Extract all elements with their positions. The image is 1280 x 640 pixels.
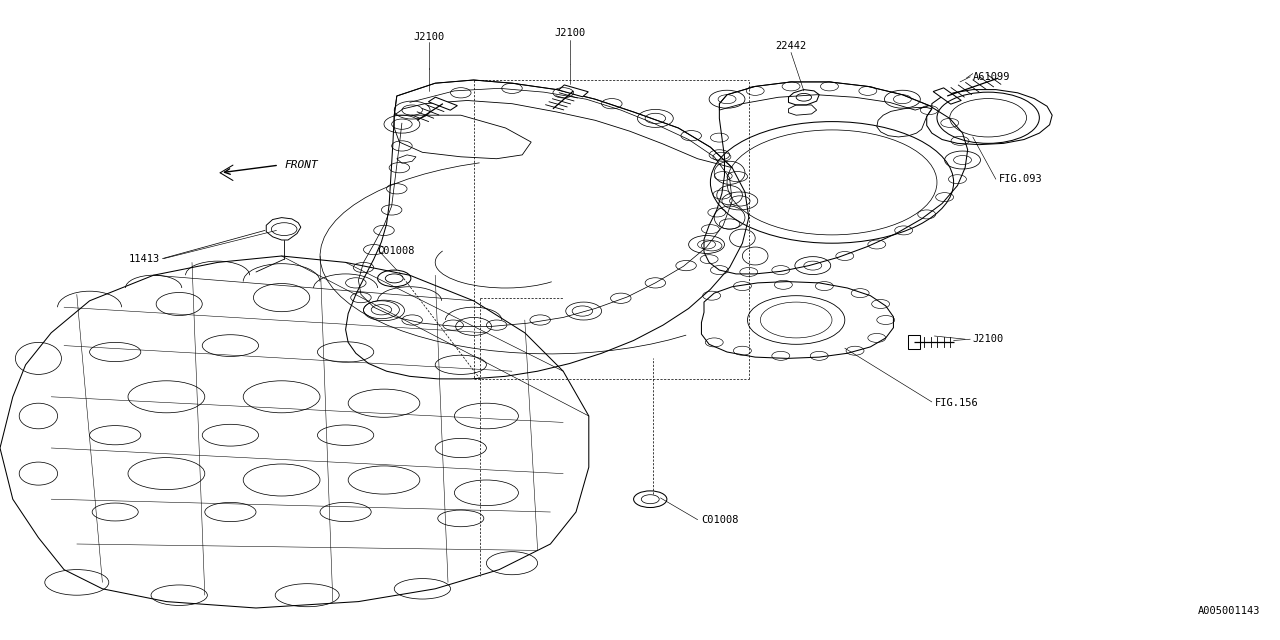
Polygon shape [558, 85, 589, 97]
Text: A61099: A61099 [973, 72, 1010, 82]
Text: FRONT: FRONT [284, 160, 317, 170]
Polygon shape [909, 335, 919, 349]
Text: J2100: J2100 [973, 334, 1004, 344]
Polygon shape [429, 97, 457, 110]
Text: FIG.156: FIG.156 [934, 398, 978, 408]
Text: 11413: 11413 [129, 254, 160, 264]
Text: FIG.093: FIG.093 [998, 174, 1042, 184]
Text: 22442: 22442 [776, 41, 806, 51]
Text: C01008: C01008 [378, 246, 415, 256]
Text: C01008: C01008 [701, 515, 739, 525]
Text: J2100: J2100 [413, 31, 444, 42]
Text: A005001143: A005001143 [1198, 606, 1261, 616]
Text: J2100: J2100 [554, 28, 585, 38]
Polygon shape [933, 88, 961, 104]
